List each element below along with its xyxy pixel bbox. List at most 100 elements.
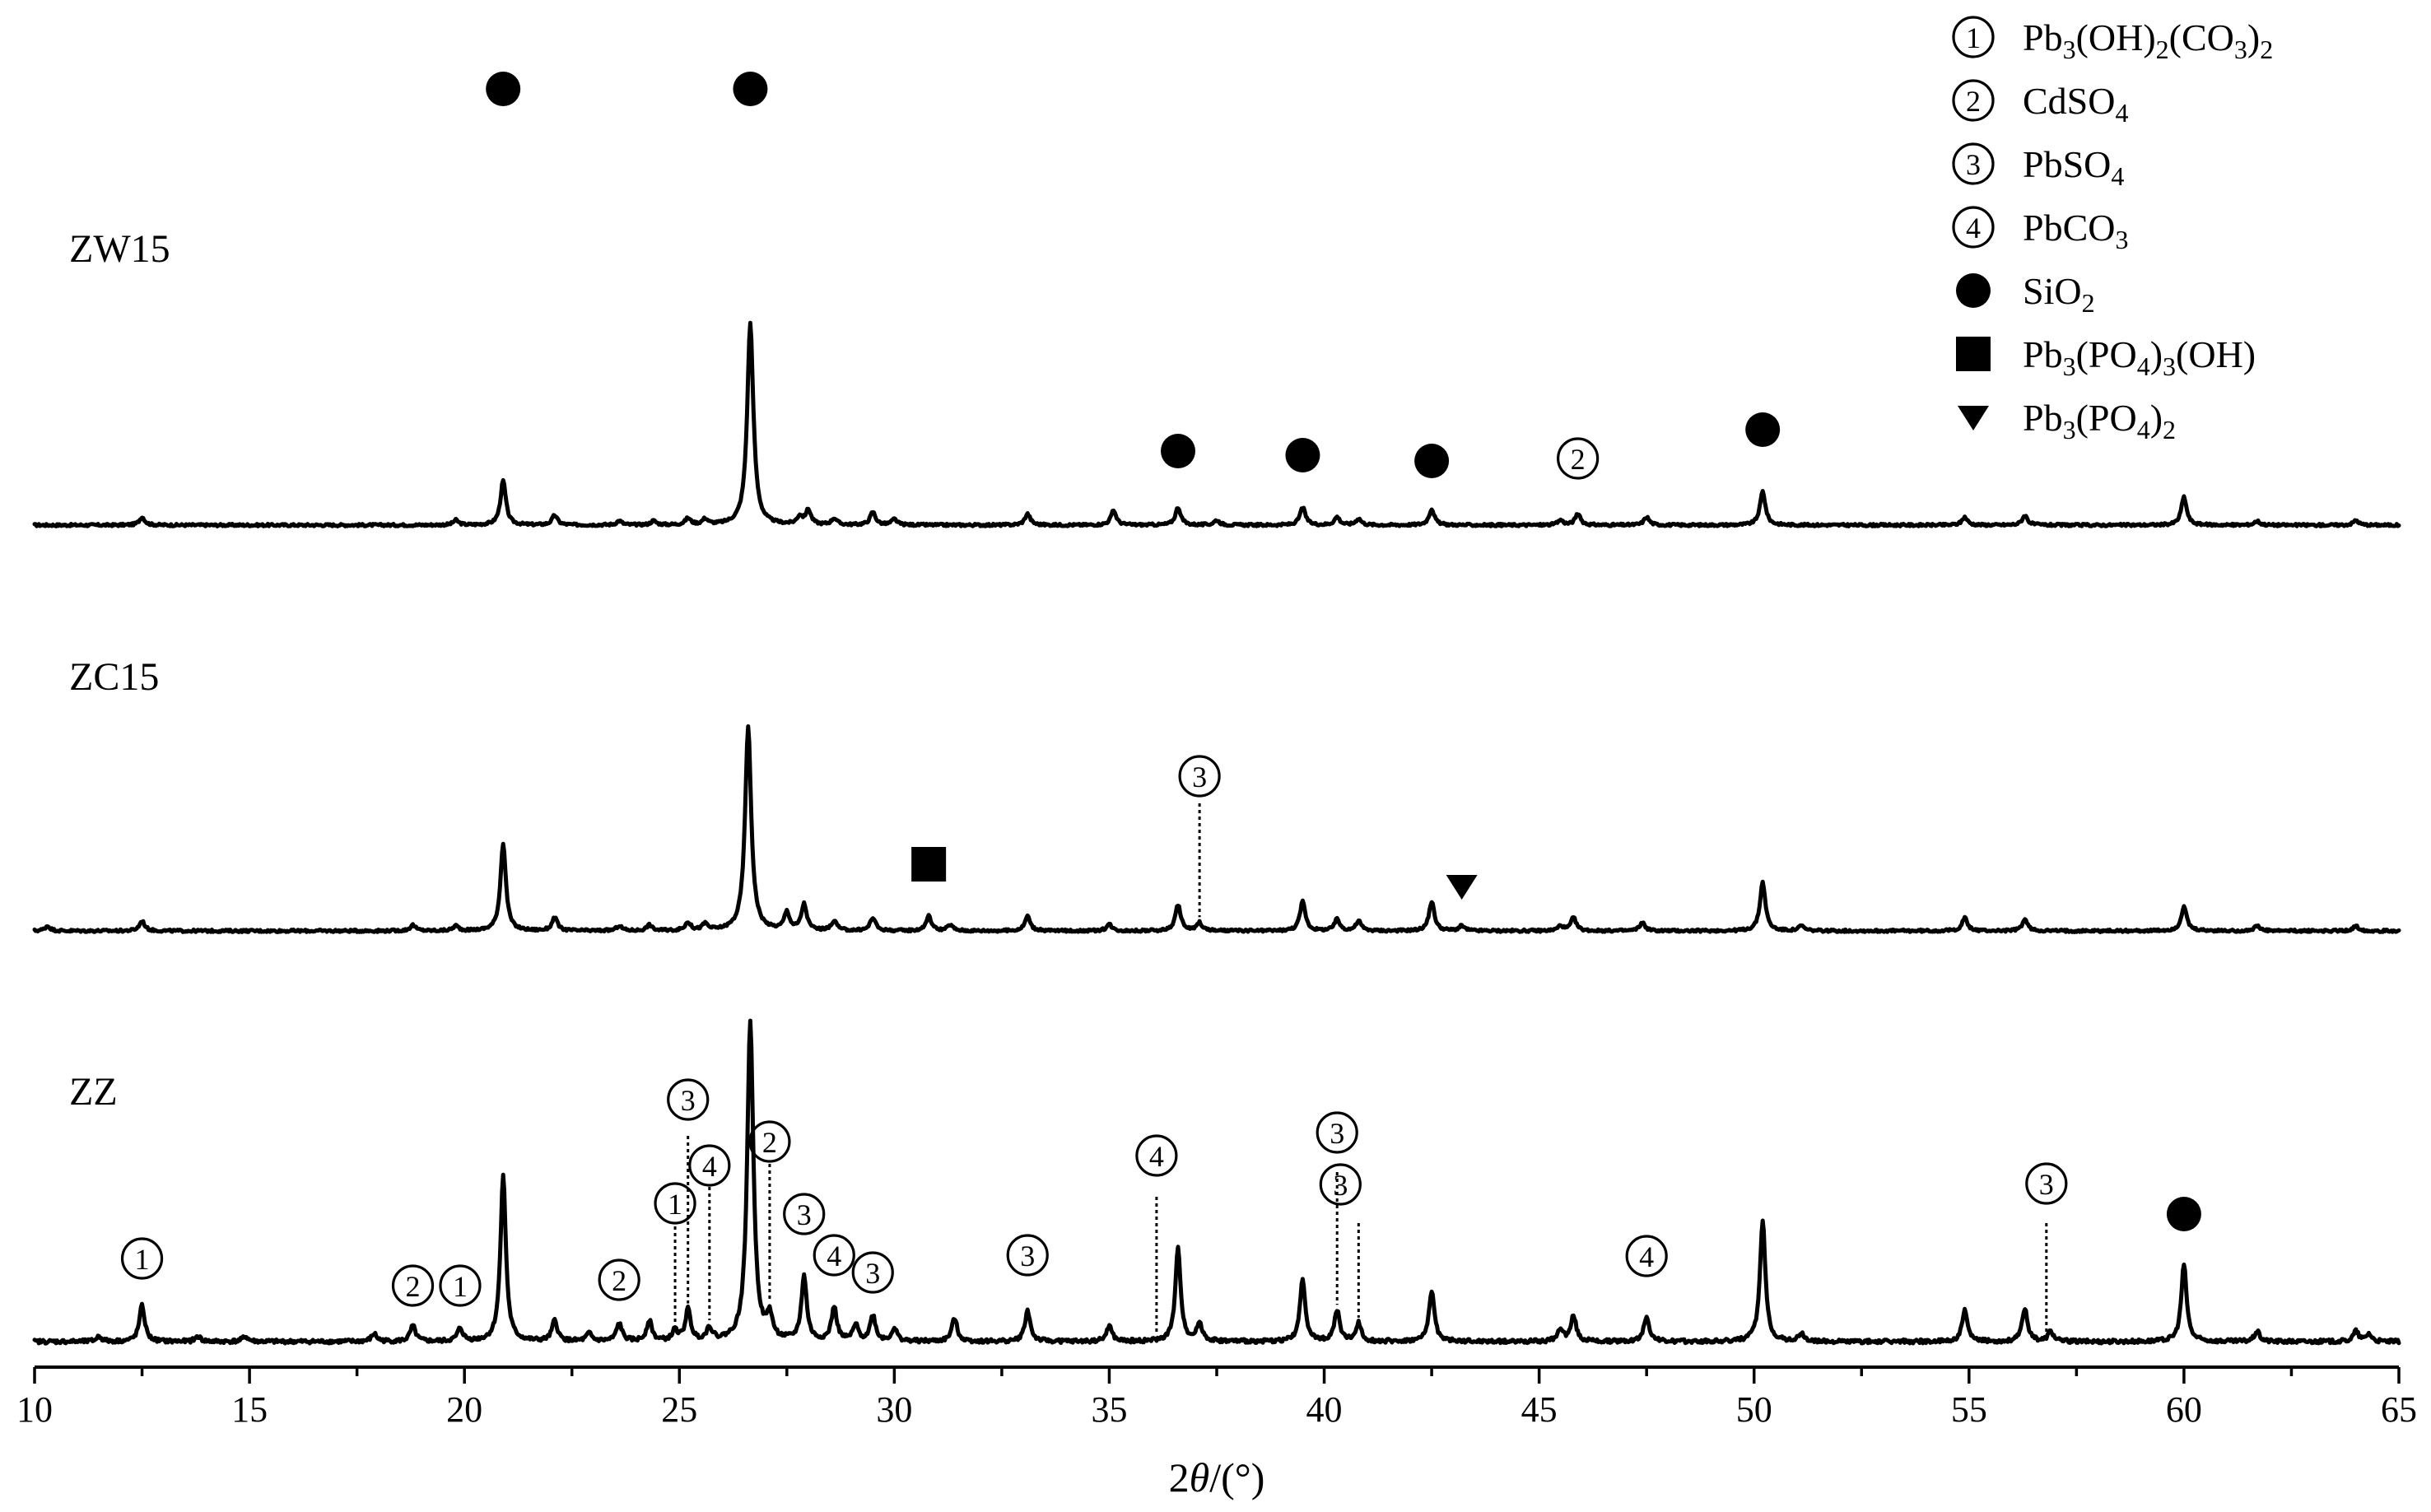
annotation-zz-circled-2: 2: [598, 1258, 640, 1301]
legend-label: Pb3(PO4)3(OH): [2023, 333, 2256, 381]
legend-item: 4 PbCO3: [1952, 206, 2128, 254]
circled-number-ring: [1319, 1163, 1362, 1206]
series-label-zw15: ZW15: [69, 227, 170, 271]
annotation-zz-circled-3: 3: [1316, 1111, 1358, 1154]
circled-number-text: 3: [1192, 761, 1207, 793]
x-tick-label: 60: [2166, 1389, 2202, 1430]
annotation-zw15-sio2-marker: [1285, 438, 1320, 472]
annotation-zw15-sio2-marker: [733, 72, 768, 106]
annotation-zc15-square-marker: [911, 847, 947, 882]
series-label-zz: ZZ: [69, 1070, 118, 1114]
x-tick-label: 35: [1091, 1389, 1127, 1430]
legend-circled-2: 2: [1952, 79, 1995, 122]
circled-number-text: 3: [1020, 1240, 1035, 1272]
x-tick-label: 10: [16, 1389, 53, 1430]
circled-number-text: 4: [702, 1150, 717, 1183]
legend-label: PbCO3: [2023, 207, 2128, 254]
annotation-zz-circled-3: 3: [1319, 1163, 1362, 1206]
circled-number-ring: [851, 1251, 894, 1294]
legend-label: Pb3(OH)2(CO3)2: [2023, 16, 2273, 64]
annotation-zc15-circled-3: 3: [1178, 755, 1221, 798]
annotation-zw15-sio2-marker: [1745, 412, 1781, 447]
circled-number-text: 3: [797, 1198, 812, 1231]
circled-number-ring: [1952, 16, 1995, 58]
circled-number-ring: [748, 1120, 791, 1163]
x-tick-label: 50: [1736, 1389, 1772, 1430]
legend-item: 2 CdSO4: [1952, 79, 2128, 128]
legend-label: CdSO4: [2023, 80, 2128, 128]
annotation-zw15-sio2-marker: [1161, 434, 1196, 468]
circled-number-ring: [688, 1144, 731, 1187]
legend-circled-3: 3: [1952, 142, 1995, 185]
x-tick-label: 20: [446, 1389, 482, 1430]
x-axis-ticks: 10 15 20 25 30 35 40 45 50 55 60 65: [16, 1367, 2417, 1430]
circled-number-ring: [1952, 206, 1995, 249]
circled-number-ring: [2025, 1162, 2068, 1205]
circled-number-ring: [391, 1264, 435, 1307]
circled-number-text: 3: [1333, 1169, 1348, 1202]
trace-zc15: [32, 724, 2401, 934]
legend-triangle-marker: [1958, 406, 1989, 430]
circled-number-text: 4: [1149, 1140, 1164, 1173]
annotation-zz-circled-3: 3: [1006, 1234, 1049, 1277]
circled-number-text: 3: [865, 1257, 880, 1290]
circled-number-ring: [120, 1237, 164, 1280]
x-tick-label: 55: [1951, 1389, 1987, 1430]
annotation-zz-circled-2: 2: [748, 1120, 791, 1163]
circled-number-text: 3: [1330, 1117, 1344, 1150]
annotation-zw15-sio2-marker: [1414, 444, 1450, 478]
legend-circled-1: 1: [1952, 16, 1995, 58]
circled-number-ring: [1952, 79, 1995, 122]
circled-number-ring: [1006, 1234, 1049, 1277]
trace-zz: [32, 1018, 2401, 1346]
x-tick-label: 30: [876, 1389, 912, 1430]
circled-number-text: 2: [612, 1264, 626, 1297]
x-tick-label: 45: [1521, 1389, 1558, 1430]
circled-number-text: 1: [453, 1270, 468, 1303]
circled-number-text: 1: [1966, 21, 1981, 54]
annotation-zw15-circled-2: 2: [1557, 437, 1600, 480]
circled-number-ring: [1316, 1111, 1358, 1154]
circled-number-text: 4: [1639, 1240, 1654, 1273]
legend-circled-4: 4: [1952, 206, 1995, 249]
trace-zw15: [32, 320, 2401, 528]
circled-number-ring: [813, 1234, 855, 1277]
annotation-zz-circled-3: 3: [851, 1251, 894, 1294]
annotation-zw15-sio2-marker: [486, 72, 521, 106]
circled-number-text: 3: [1966, 148, 1981, 181]
series-label-zc15: ZC15: [69, 655, 159, 699]
circled-number-text: 4: [827, 1240, 841, 1272]
legend-item: 3 PbSO4: [1952, 142, 2124, 191]
legend-item: Pb3(PO4)2: [1958, 397, 2176, 444]
x-tick-label: 40: [1306, 1389, 1343, 1430]
legend-square-marker: [1956, 337, 1991, 371]
circled-number-text: 3: [2039, 1168, 2054, 1201]
x-tick-label: 65: [2381, 1389, 2417, 1430]
legend-item: SiO2: [1956, 270, 2095, 318]
x-tick-label: 15: [231, 1389, 268, 1430]
annotation-zc15-triangle-marker: [1446, 875, 1478, 900]
legend: 1 Pb3(OH)2(CO3)2 2 CdSO4 3 PbSO4 4 PbCO3 SiO2 Pb3…: [1952, 16, 2273, 444]
circled-number-ring: [439, 1264, 482, 1307]
circled-number-text: 2: [1966, 85, 1981, 118]
legend-sio2-marker: [1956, 273, 1991, 308]
circled-number-text: 2: [762, 1126, 777, 1159]
circled-number-ring: [1557, 437, 1600, 480]
series-labels: ZW15 ZC15 ZZ: [69, 227, 170, 1114]
x-axis-label: 2θ/(°): [1169, 1454, 1265, 1500]
circled-number-text: 4: [1966, 212, 1981, 244]
diffraction-traces: [32, 320, 2401, 1346]
annotation-zz-sio2-marker: [2166, 1197, 2201, 1231]
circled-number-ring: [654, 1182, 696, 1225]
legend-label: SiO2: [2023, 270, 2095, 318]
annotation-zz-circled-4: 4: [688, 1144, 731, 1187]
circled-number-ring: [783, 1193, 826, 1235]
annotation-zz-circled-4: 4: [1135, 1134, 1178, 1177]
annotation-zz-circled-4: 4: [1625, 1235, 1668, 1277]
circled-number-ring: [1178, 755, 1221, 798]
circled-number-text: 1: [135, 1243, 150, 1276]
annotation-zz-circled-3: 3: [783, 1193, 826, 1235]
circled-number-ring: [667, 1078, 710, 1121]
legend-label: Pb3(PO4)2: [2023, 397, 2176, 444]
